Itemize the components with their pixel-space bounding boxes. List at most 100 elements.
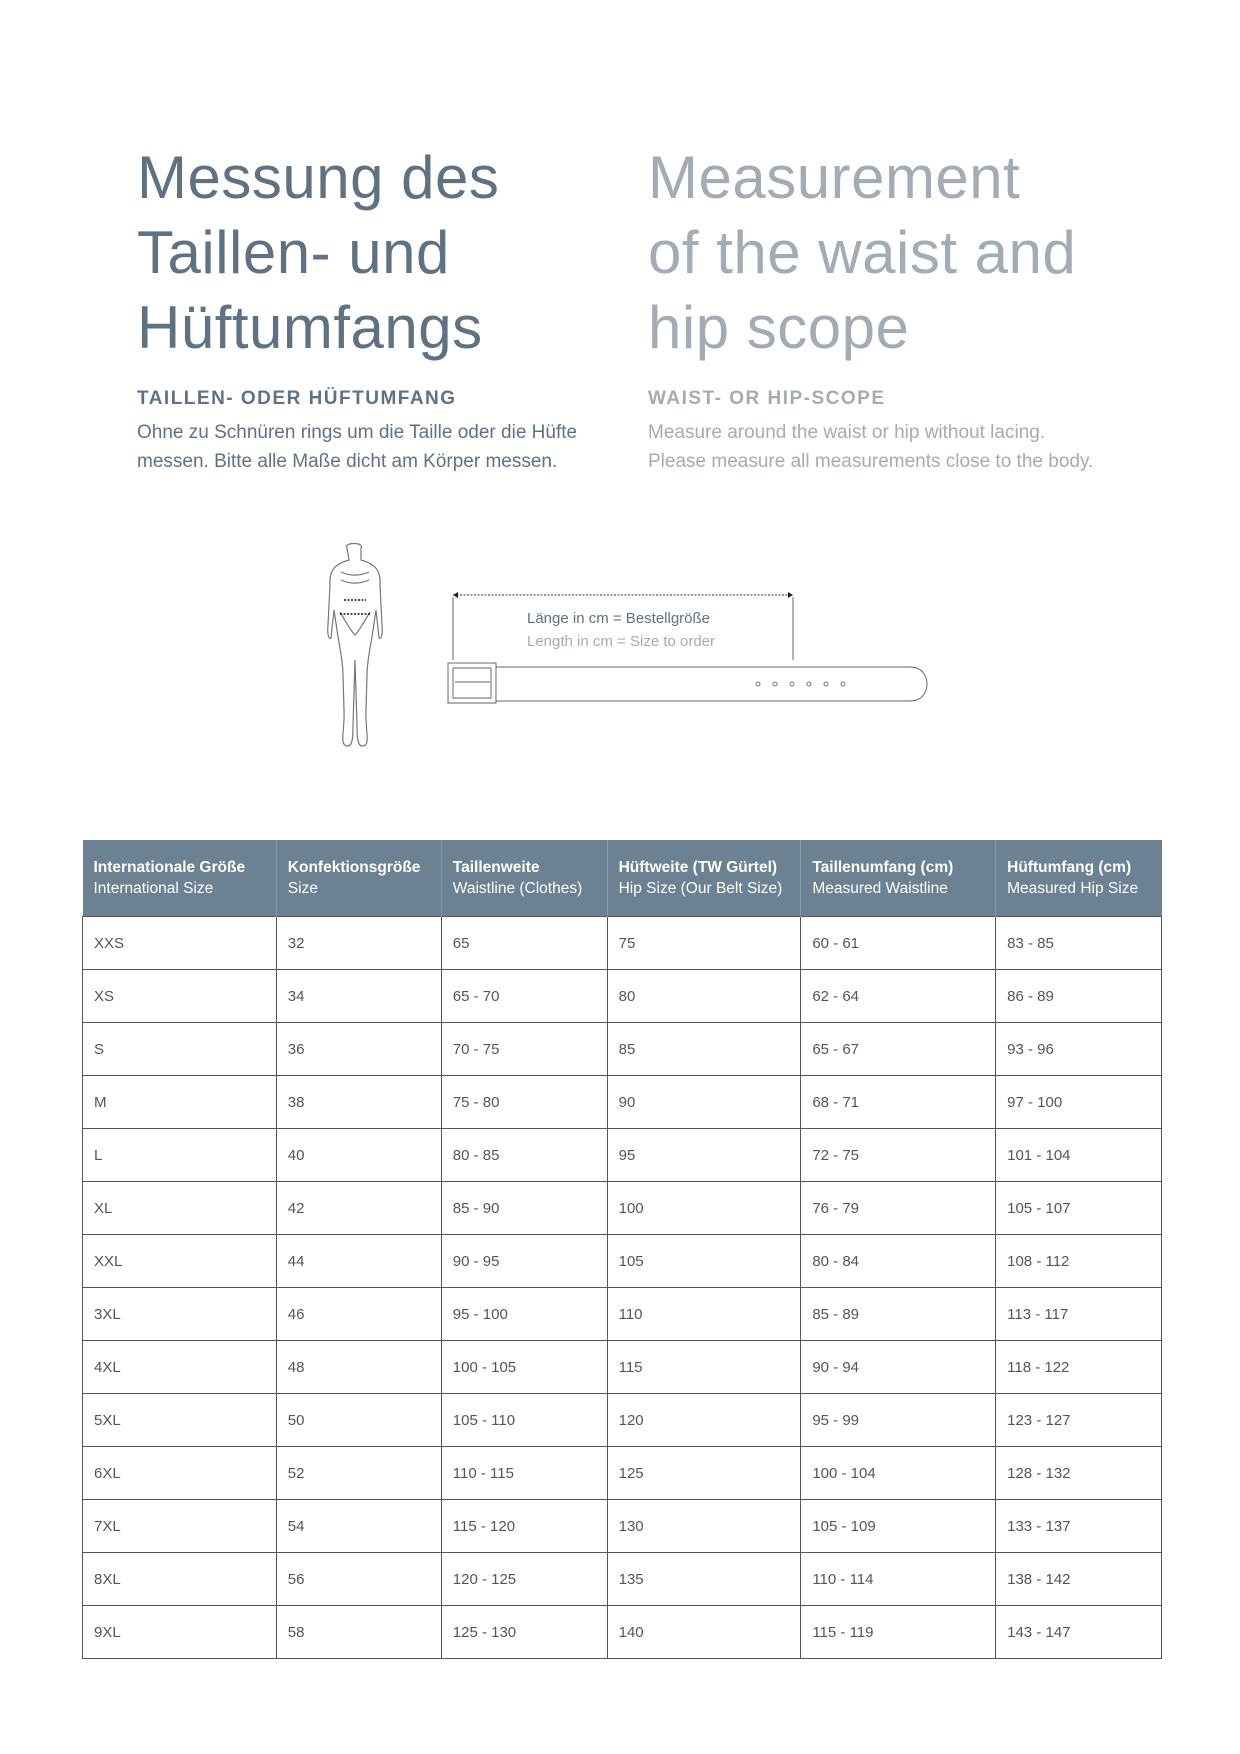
column-header-en: International Size [93, 880, 214, 897]
table-row: 4XL 48 100 - 105 115 90 - 94 118 - 122 [82, 1340, 1162, 1394]
table-cell: 143 - 147 [995, 1605, 1162, 1659]
table-cell: 130 [606, 1499, 802, 1553]
table-cell: 128 - 132 [995, 1446, 1162, 1500]
table-cell: 105 - 109 [800, 1499, 997, 1553]
table-row: 7XL 54 115 - 120 130 105 - 109 133 - 137 [82, 1499, 1162, 1553]
table-cell: 75 [606, 916, 802, 970]
table-cell: 80 - 85 [440, 1128, 608, 1182]
table-cell: 133 - 137 [995, 1499, 1162, 1553]
table-cell: 125 [606, 1446, 802, 1500]
table-cell: 93 - 96 [995, 1022, 1162, 1076]
table-cell: 75 - 80 [440, 1075, 608, 1129]
belt-illustration [447, 592, 928, 704]
heading-english: Measurement of the waist and hip scope [648, 140, 1076, 365]
table-cell: 135 [606, 1552, 802, 1606]
table-cell: 140 [606, 1605, 802, 1659]
table-cell: 52 [275, 1446, 442, 1500]
body-line: Measure around the waist or hip without … [648, 422, 1046, 443]
table-cell: 65 - 70 [440, 969, 608, 1023]
table-cell: XXS [82, 916, 277, 970]
subheading-english: WAIST- OR HIP-SCOPE [648, 388, 886, 409]
column-header: Hüftweite (TW Gürtel) Hip Size (Our Belt … [607, 840, 802, 917]
table-cell: 105 [606, 1234, 802, 1288]
table-cell: 120 - 125 [440, 1552, 608, 1606]
table-row: 3XL 46 95 - 100 110 85 - 89 113 - 117 [82, 1287, 1162, 1341]
body-line: Please measure all measurements close to… [648, 451, 1094, 472]
table-row: M 38 75 - 80 90 68 - 71 97 - 100 [82, 1075, 1162, 1129]
table-cell: 115 [606, 1340, 802, 1394]
table-cell: XL [82, 1181, 277, 1235]
column-header-en: Measured Hip Size [1007, 880, 1139, 897]
belt-label-english: Length in cm = Size to order [527, 633, 716, 650]
table-body: XXS 32 65 75 60 - 61 83 - 85 XS 34 65 - 70 80 62 -… [82, 916, 1162, 1659]
table-cell: 48 [275, 1340, 442, 1394]
column-header: Taillenumfang (cm) Measured Waistline [800, 840, 997, 917]
table-cell: XXL [82, 1234, 277, 1288]
table-cell: 62 - 64 [800, 969, 997, 1023]
table-cell: 125 - 130 [440, 1605, 608, 1659]
table-cell: L [82, 1128, 277, 1182]
table-cell: XS [82, 969, 277, 1023]
heading-line: Taillen- und [137, 219, 450, 286]
table-row: S 36 70 - 75 85 65 - 67 93 - 96 [82, 1022, 1162, 1076]
table-cell: 36 [275, 1022, 442, 1076]
table-cell: S [82, 1022, 277, 1076]
heading-line: Hüftumfangs [137, 294, 483, 361]
table-cell: 110 - 114 [800, 1552, 997, 1606]
table-row: 8XL 56 120 - 125 135 110 - 114 138 - 142 [82, 1552, 1162, 1606]
table-cell: 54 [275, 1499, 442, 1553]
table-cell: M [82, 1075, 277, 1129]
body-line: messen. Bitte alle Maße dicht am Körper … [137, 451, 558, 472]
table-row: 5XL 50 105 - 110 120 95 - 99 123 - 127 [82, 1393, 1162, 1447]
table-cell: 113 - 117 [995, 1287, 1162, 1341]
table-cell: 68 - 71 [800, 1075, 997, 1129]
belt-label-german: Länge in cm = Bestellgröße [527, 610, 711, 627]
column-header-en: Hip Size (Our Belt Size) [618, 880, 783, 897]
table-cell: 38 [275, 1075, 442, 1129]
table-cell: 50 [275, 1393, 442, 1447]
table-cell: 70 - 75 [440, 1022, 608, 1076]
heading-line: hip scope [648, 294, 910, 361]
table-cell: 90 [606, 1075, 802, 1129]
table-cell: 95 - 100 [440, 1287, 608, 1341]
body-figure-illustration [327, 542, 383, 747]
table-cell: 42 [275, 1181, 442, 1235]
table-cell: 85 - 89 [800, 1287, 997, 1341]
table-row: XS 34 65 - 70 80 62 - 64 86 - 89 [82, 969, 1162, 1023]
table-cell: 5XL [82, 1393, 277, 1447]
table-cell: 90 - 94 [800, 1340, 997, 1394]
table-cell: 65 [440, 916, 608, 970]
table-cell: 86 - 89 [995, 969, 1162, 1023]
table-cell: 40 [275, 1128, 442, 1182]
table-cell: 6XL [82, 1446, 277, 1500]
body-german: Ohne zu Schnüren rings um die Taille ode… [137, 418, 577, 476]
table-cell: 118 - 122 [995, 1340, 1162, 1394]
table-cell: 4XL [82, 1340, 277, 1394]
column-header-en: Waistline (Clothes) [452, 880, 583, 897]
table-row: 9XL 58 125 - 130 140 115 - 119 143 - 147 [82, 1605, 1162, 1659]
column-header-de: Taillenweite [452, 859, 540, 876]
table-cell: 32 [275, 916, 442, 970]
table-row: 6XL 52 110 - 115 125 100 - 104 128 - 132 [82, 1446, 1162, 1500]
column-header-en: Measured Waistline [812, 880, 948, 897]
table-cell: 72 - 75 [800, 1128, 997, 1182]
table-row: XXS 32 65 75 60 - 61 83 - 85 [82, 916, 1162, 970]
table-cell: 34 [275, 969, 442, 1023]
table-cell: 80 [606, 969, 802, 1023]
table-cell: 46 [275, 1287, 442, 1341]
table-cell: 120 [606, 1393, 802, 1447]
table-cell: 90 - 95 [440, 1234, 608, 1288]
size-table: Internationale Größe International Size Ko… [82, 840, 1162, 1659]
table-cell: 110 - 115 [440, 1446, 608, 1500]
column-header: Internationale Größe International Size [82, 840, 277, 917]
table-cell: 100 - 105 [440, 1340, 608, 1394]
table-cell: 76 - 79 [800, 1181, 997, 1235]
column-header-de: Internationale Größe [93, 859, 246, 876]
table-cell: 60 - 61 [800, 916, 997, 970]
table-cell: 83 - 85 [995, 916, 1162, 970]
column-header-de: Hüftweite (TW Gürtel) [618, 859, 778, 876]
body-line: Ohne zu Schnüren rings um die Taille ode… [137, 422, 578, 443]
table-cell: 9XL [82, 1605, 277, 1659]
table-cell: 108 - 112 [995, 1234, 1162, 1288]
table-row: L 40 80 - 85 95 72 - 75 101 - 104 [82, 1128, 1162, 1182]
